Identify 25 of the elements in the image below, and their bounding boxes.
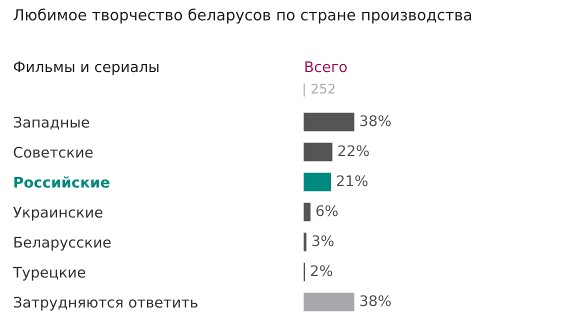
bar bbox=[303, 201, 312, 223]
y-tick-label: Российские bbox=[14, 176, 110, 188]
y-tick-label: Советские bbox=[14, 146, 93, 158]
text: Фильмы и сериалы bbox=[14, 61, 158, 76]
data-label: 21% bbox=[336, 175, 368, 186]
bar bbox=[303, 171, 332, 193]
bar bbox=[303, 231, 308, 253]
y-tick-label: Западные bbox=[14, 116, 90, 130]
bar bbox=[303, 111, 356, 133]
text: Всего bbox=[305, 61, 347, 72]
y-tick-label: Турецкие bbox=[12, 266, 86, 281]
data-label: 3% bbox=[312, 235, 334, 246]
chart-title: Любимое творчество беларусов по стране производства bbox=[14, 8, 472, 24]
data-label: 2% bbox=[310, 265, 332, 276]
text: | 252 bbox=[304, 83, 334, 97]
bar bbox=[303, 261, 306, 283]
y-tick-label: Затрудняются ответить bbox=[14, 296, 198, 311]
data-label: 38% bbox=[360, 295, 391, 306]
bar bbox=[303, 291, 356, 313]
bar bbox=[303, 141, 334, 163]
data-label: 22% bbox=[338, 145, 369, 156]
y-tick-label: Украинские bbox=[13, 206, 102, 221]
data-label: 6% bbox=[316, 205, 338, 216]
data-label: 38% bbox=[360, 115, 391, 126]
y-tick-label: Беларусские bbox=[14, 236, 111, 251]
